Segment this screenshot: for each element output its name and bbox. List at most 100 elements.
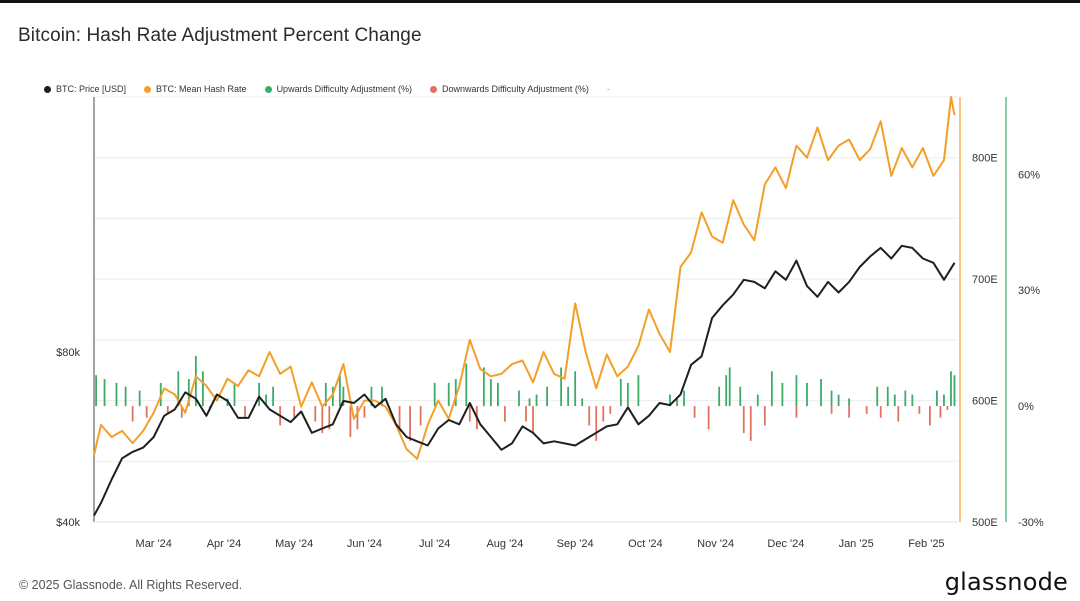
difficulty-bar: [324, 382, 327, 407]
hashrate-tick-label: 600E: [972, 396, 998, 408]
x-tick-label: Feb '25: [908, 538, 944, 550]
difficulty-bar: [314, 406, 317, 422]
difficulty-bar: [194, 355, 197, 407]
difficulty-bar: [637, 375, 640, 407]
difficulty-bar: [180, 406, 183, 418]
x-tick-label: Sep '24: [557, 538, 594, 550]
difficulty-bar: [349, 406, 352, 437]
x-tick-label: May '24: [275, 538, 313, 550]
difficulty-bar: [272, 386, 275, 407]
grid-lines: [94, 96, 958, 462]
difficulty-bar: [115, 382, 118, 407]
difficulty-bar: [602, 406, 605, 422]
difficulty-bar: [131, 406, 134, 422]
difficulty-bar: [342, 386, 345, 407]
difficulty-bar: [848, 398, 851, 407]
price-tick-label: $80k: [56, 347, 80, 359]
difficulty-bar: [848, 406, 851, 418]
difficulty-bar: [588, 406, 591, 426]
legend-item-downwards[interactable]: Downwards Difficulty Adjustment (%): [429, 84, 589, 94]
pct-tick-label: 60%: [1018, 169, 1040, 181]
difficulty-bar: [795, 375, 798, 407]
difficulty-bar: [532, 406, 534, 434]
difficulty-bar: [518, 390, 520, 407]
legend-dot-price: [44, 85, 51, 93]
legend: BTC: Price [USD] BTC: Mean Hash Rate Upw…: [44, 82, 610, 96]
difficulty-bar: [946, 406, 949, 410]
difficulty-bar: [465, 363, 468, 407]
difficulty-bar: [293, 406, 296, 418]
difficulty-bar: [356, 406, 359, 430]
difficulty-bar: [886, 386, 889, 407]
difficulty-bar: [707, 406, 710, 430]
difficulty-bar: [468, 406, 471, 422]
difficulty-bar: [770, 371, 773, 407]
pct-tick-label: 30%: [1018, 285, 1040, 297]
difficulty-bar: [177, 371, 180, 407]
difficulty-bar: [433, 382, 436, 407]
difficulty-bar: [331, 386, 334, 407]
difficulty-bar: [447, 382, 450, 407]
x-tick-label: Apr '24: [207, 538, 242, 550]
axes: [93, 97, 1007, 523]
legend-label-downwards: Downwards Difficulty Adjustment (%): [441, 84, 589, 94]
difficulty-bar: [893, 394, 896, 407]
difficulty-bar: [619, 379, 622, 407]
difficulty-bar: [166, 406, 169, 414]
difficulty-bar: [265, 394, 267, 407]
difficulty-bar: [138, 390, 141, 407]
difficulty-bar: [781, 382, 784, 407]
x-tick-label: Jun '24: [347, 538, 382, 550]
chart-title: Bitcoin: Hash Rate Adjustment Percent Ch…: [18, 25, 422, 46]
difficulty-bar: [795, 406, 798, 418]
difficulty-bar: [201, 371, 204, 407]
difficulty-bar: [567, 386, 570, 407]
difficulty-bar: [581, 398, 584, 407]
difficulty-bar: [560, 367, 563, 407]
difficulty-bar: [953, 375, 956, 407]
difficulty-bar: [943, 394, 945, 407]
difficulty-bar: [876, 386, 879, 407]
difficulty-bars: [95, 355, 956, 441]
difficulty-bar: [381, 386, 383, 407]
brand-logo[interactable]: glassnode: [944, 568, 1068, 596]
difficulty-bar: [904, 390, 907, 407]
difficulty-bar: [595, 406, 598, 441]
legend-dot-upwards: [264, 85, 272, 93]
difficulty-bar: [535, 394, 538, 407]
x-tick-label: Oct '24: [628, 538, 663, 550]
difficulty-bar: [409, 406, 411, 441]
difficulty-bar: [830, 406, 833, 414]
legend-label-price: BTC: Price [USD]: [56, 84, 127, 94]
legend-label-hashrate: BTC: Mean Hash Rate: [156, 84, 247, 94]
difficulty-bar: [419, 406, 422, 426]
difficulty-bar: [398, 406, 401, 434]
legend-item-hashrate[interactable]: BTC: Mean Hash Rate: [144, 84, 247, 94]
difficulty-bar: [454, 379, 457, 407]
difficulty-bar: [739, 386, 742, 407]
series-lines: [93, 96, 956, 517]
difficulty-bar: [626, 382, 629, 407]
difficulty-bar: [742, 406, 745, 434]
legend-item-price[interactable]: BTC: Price [USD]: [44, 84, 126, 94]
difficulty-bar: [124, 386, 127, 407]
difficulty-bar: [820, 379, 822, 407]
difficulty-bar: [830, 390, 833, 407]
difficulty-bar: [321, 406, 324, 434]
x-tick-label: Jul '24: [419, 538, 450, 550]
difficulty-bar: [865, 406, 868, 414]
difficulty-bar: [103, 379, 106, 407]
legend-extra[interactable]: -: [606, 84, 610, 94]
x-tick-label: Jan '25: [839, 538, 874, 550]
copyright: © 2025 Glassnode. All Rights Reserved.: [19, 578, 243, 592]
difficulty-bar: [546, 386, 548, 407]
difficulty-bar: [504, 406, 506, 422]
difficulty-bar: [897, 406, 900, 422]
legend-dot-hashrate: [144, 85, 152, 93]
legend-item-upwards[interactable]: Upwards Difficulty Adjustment (%): [264, 84, 412, 94]
difficulty-bar: [918, 406, 921, 414]
difficulty-bar: [676, 398, 678, 407]
pct-tick-label: -30%: [1018, 517, 1044, 529]
difficulty-bar: [489, 379, 492, 407]
